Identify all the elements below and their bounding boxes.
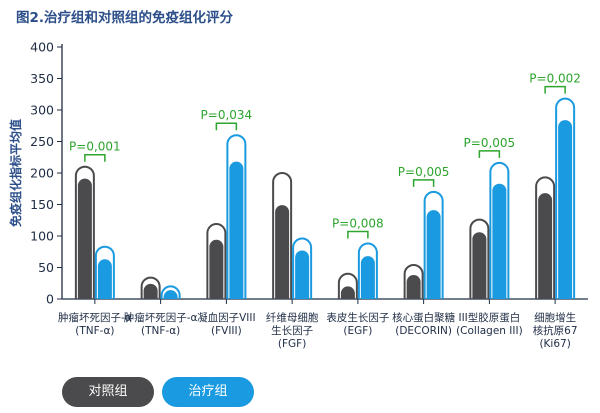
category-label: 肿瘤坏死因子-α [58, 311, 132, 324]
bar [406, 275, 421, 299]
p-value-label: P=0,008 [332, 217, 384, 231]
y-tick-label: 250 [30, 134, 54, 149]
bar [209, 239, 224, 299]
category-label: 核抗原67 [533, 324, 578, 337]
legend-treatment-group: 治疗组 [162, 377, 254, 407]
p-value-bracket [84, 153, 106, 162]
bar-range-outline [292, 237, 313, 299]
bar [229, 161, 244, 299]
bar [77, 178, 92, 299]
category-label: (TNF-α) [141, 325, 180, 337]
bar [426, 210, 441, 299]
category-label: 肿瘤坏死因子-α [124, 311, 198, 324]
chart-title: 图2.治疗组和对照组的免疫组化评分 [16, 9, 234, 26]
p-value-bracket [478, 150, 501, 158]
bar-range-outline [403, 263, 424, 299]
category-label: 生长因子 [271, 324, 313, 337]
category-label: (EGF) [343, 325, 372, 337]
bar-range-outline [140, 276, 161, 299]
legend-control-group: 对照组 [62, 377, 154, 407]
category-label: 细胞增生 [534, 311, 576, 324]
category-label: 纤维母细胞 [266, 311, 319, 324]
bar [143, 283, 158, 299]
bar [538, 193, 553, 299]
bar-range-outline [160, 285, 181, 299]
bar [492, 183, 507, 299]
bar-range-outline [535, 176, 556, 299]
bar [97, 259, 112, 299]
y-axis-label: 免疫组化指标平均值 [8, 119, 23, 227]
category-labels: 肿瘤坏死因子-α(TNF-α)肿瘤坏死因子-α(TNF-α)凝血因子VIII(F… [58, 299, 578, 350]
p-value-bracket [544, 85, 566, 94]
y-tick-label: 50 [38, 260, 54, 275]
bar [163, 290, 178, 299]
category-label: (FGF) [278, 338, 306, 350]
bar [472, 232, 487, 299]
bar [295, 250, 310, 299]
category-label: (TNF-α) [75, 325, 114, 337]
bar [558, 120, 573, 299]
bar-range-outline [272, 172, 293, 299]
bar-range-outline [469, 218, 490, 299]
p-value-annotations: P=0,001 P=0,034 P=0,008 P=0,005 P=0,005 P=0,0… [69, 72, 581, 239]
y-tick-label: 150 [30, 197, 54, 212]
y-tick-label: 100 [30, 229, 54, 244]
bar [340, 286, 355, 299]
bar [275, 205, 290, 299]
y-tick-label: 300 [30, 103, 54, 118]
bar-range-outline [555, 97, 576, 299]
y-tick-label: 200 [30, 166, 54, 181]
bar-range-outline [226, 134, 247, 299]
p-value-label: P=0,005 [464, 136, 516, 150]
category-label: (DECORIN) [395, 325, 452, 337]
category-label: 表皮生长因子 [326, 311, 389, 324]
category-label: 凝血因子VIII [197, 311, 255, 324]
bar-range-outline [489, 161, 510, 299]
y-tick-label: 0 [46, 292, 54, 307]
bar-marks [74, 97, 576, 299]
bar [360, 256, 375, 299]
p-value-label: P=0,002 [529, 72, 581, 86]
category-label: 核心蛋白聚糖 [392, 311, 455, 324]
p-value-bracket [347, 230, 369, 239]
category-label: (Ki67) [539, 338, 570, 350]
category-label: (FVIII) [211, 325, 242, 337]
y-tick-label: 350 [30, 71, 54, 86]
bar-range-outline [357, 242, 378, 299]
bar-range-outline [74, 165, 95, 299]
axes: 0 50 100 150 200 250 300 350 400 [30, 40, 588, 307]
bar-range-outline [94, 245, 115, 299]
bar-range-outline [337, 272, 358, 299]
p-value-label: P=0,005 [398, 165, 450, 179]
bar-range-outline [423, 190, 444, 299]
category-label: (Collagen III) [456, 325, 523, 337]
y-tick-label: 400 [30, 40, 54, 55]
p-value-bracket [215, 122, 238, 131]
p-value-label: P=0,034 [201, 108, 253, 122]
category-label: III型胶原蛋白 [458, 311, 520, 324]
p-value-bracket [412, 179, 435, 187]
p-value-label: P=0,001 [69, 140, 121, 154]
bar-range-outline [206, 223, 227, 299]
